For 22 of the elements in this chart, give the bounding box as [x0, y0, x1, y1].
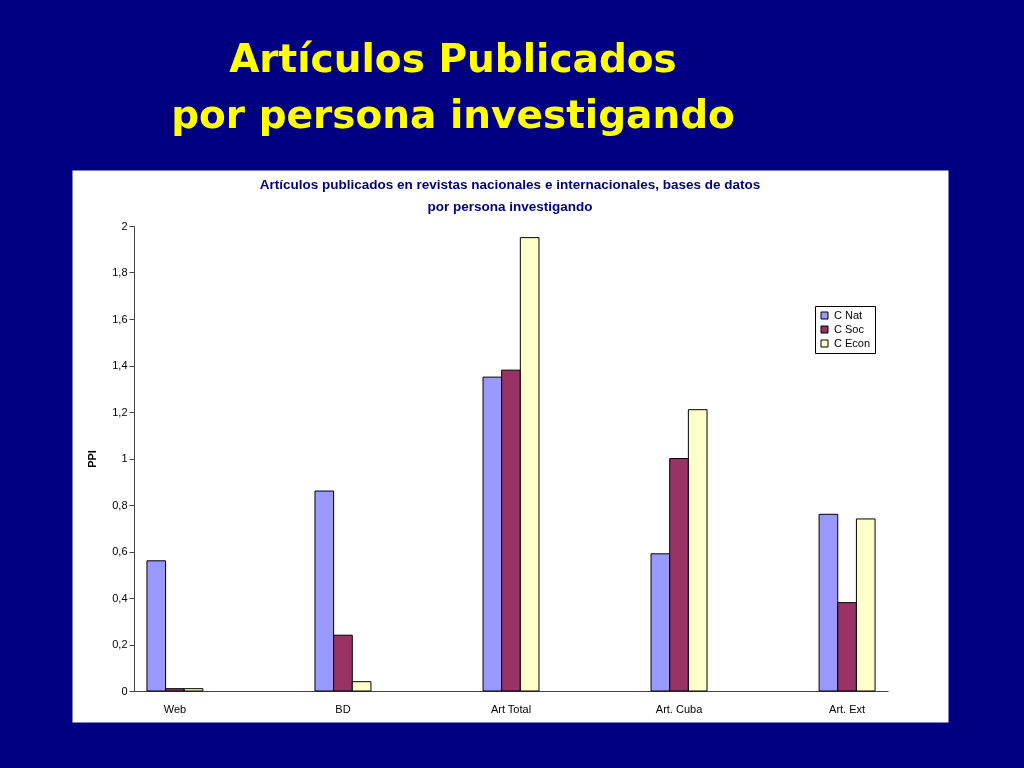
y-tick-label: 0,2 — [112, 638, 128, 650]
x-tick-label: Art. Ext — [829, 702, 866, 715]
y-axis-title: PPI — [86, 450, 99, 468]
y-tick-label: 1,4 — [112, 359, 128, 371]
x-tick-label: Art. Cuba — [655, 702, 704, 715]
y-tick-label: 0,6 — [112, 545, 128, 557]
legend-label: C Nat — [834, 308, 863, 321]
x-tick-label: Art Total — [490, 702, 532, 715]
x-tick-label: BD — [335, 702, 351, 715]
y-tick-label: 1,6 — [112, 312, 128, 325]
y-tick-label: 1,2 — [112, 405, 128, 418]
chart-subtitle: Artículos publicados en revistas nacionales e internacionales, bases de datos por persona investigando — [259, 177, 761, 214]
chart-title: Artículos Publicados por persona investigando — [171, 36, 735, 137]
y-tick-label: 1,8 — [112, 266, 128, 278]
y-tick-label: 0,4 — [112, 591, 128, 604]
y-tick-label: 0,8 — [112, 498, 128, 511]
x-tick-label: Web — [163, 702, 187, 715]
legend-label: C Econ — [834, 336, 871, 349]
y-tick-label: 2 — [121, 219, 128, 232]
y-tick-label: 0 — [121, 684, 128, 697]
y-tick-label: 1 — [121, 452, 128, 464]
legend-label: C Soc — [834, 322, 865, 335]
